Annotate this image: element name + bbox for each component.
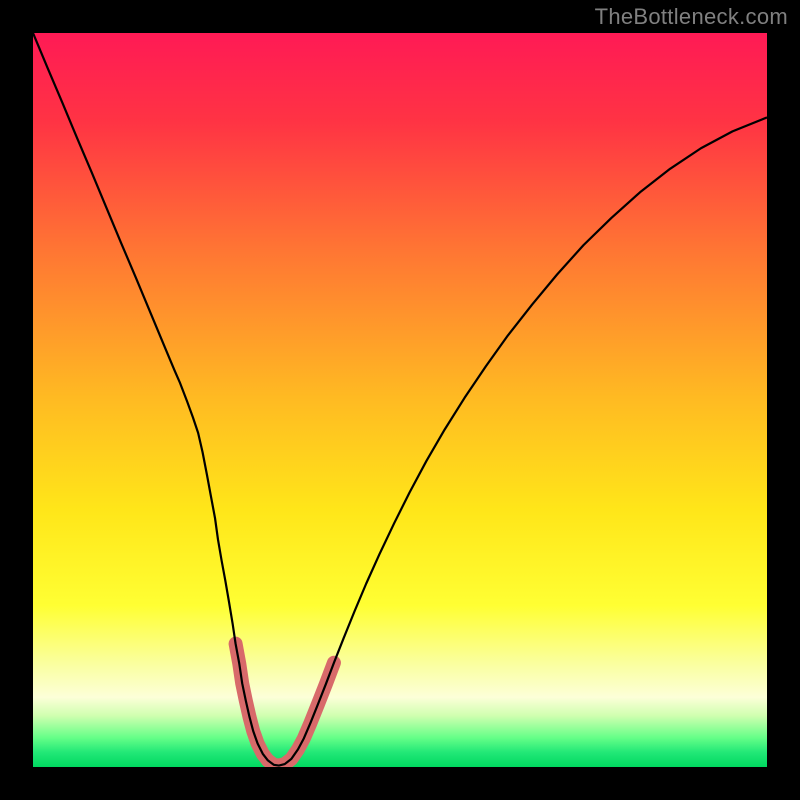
gradient-background — [33, 33, 767, 767]
watermark-text: TheBottleneck.com — [595, 4, 788, 30]
plot-area — [33, 33, 767, 767]
chart-svg — [33, 33, 767, 767]
chart-frame: TheBottleneck.com — [0, 0, 800, 800]
